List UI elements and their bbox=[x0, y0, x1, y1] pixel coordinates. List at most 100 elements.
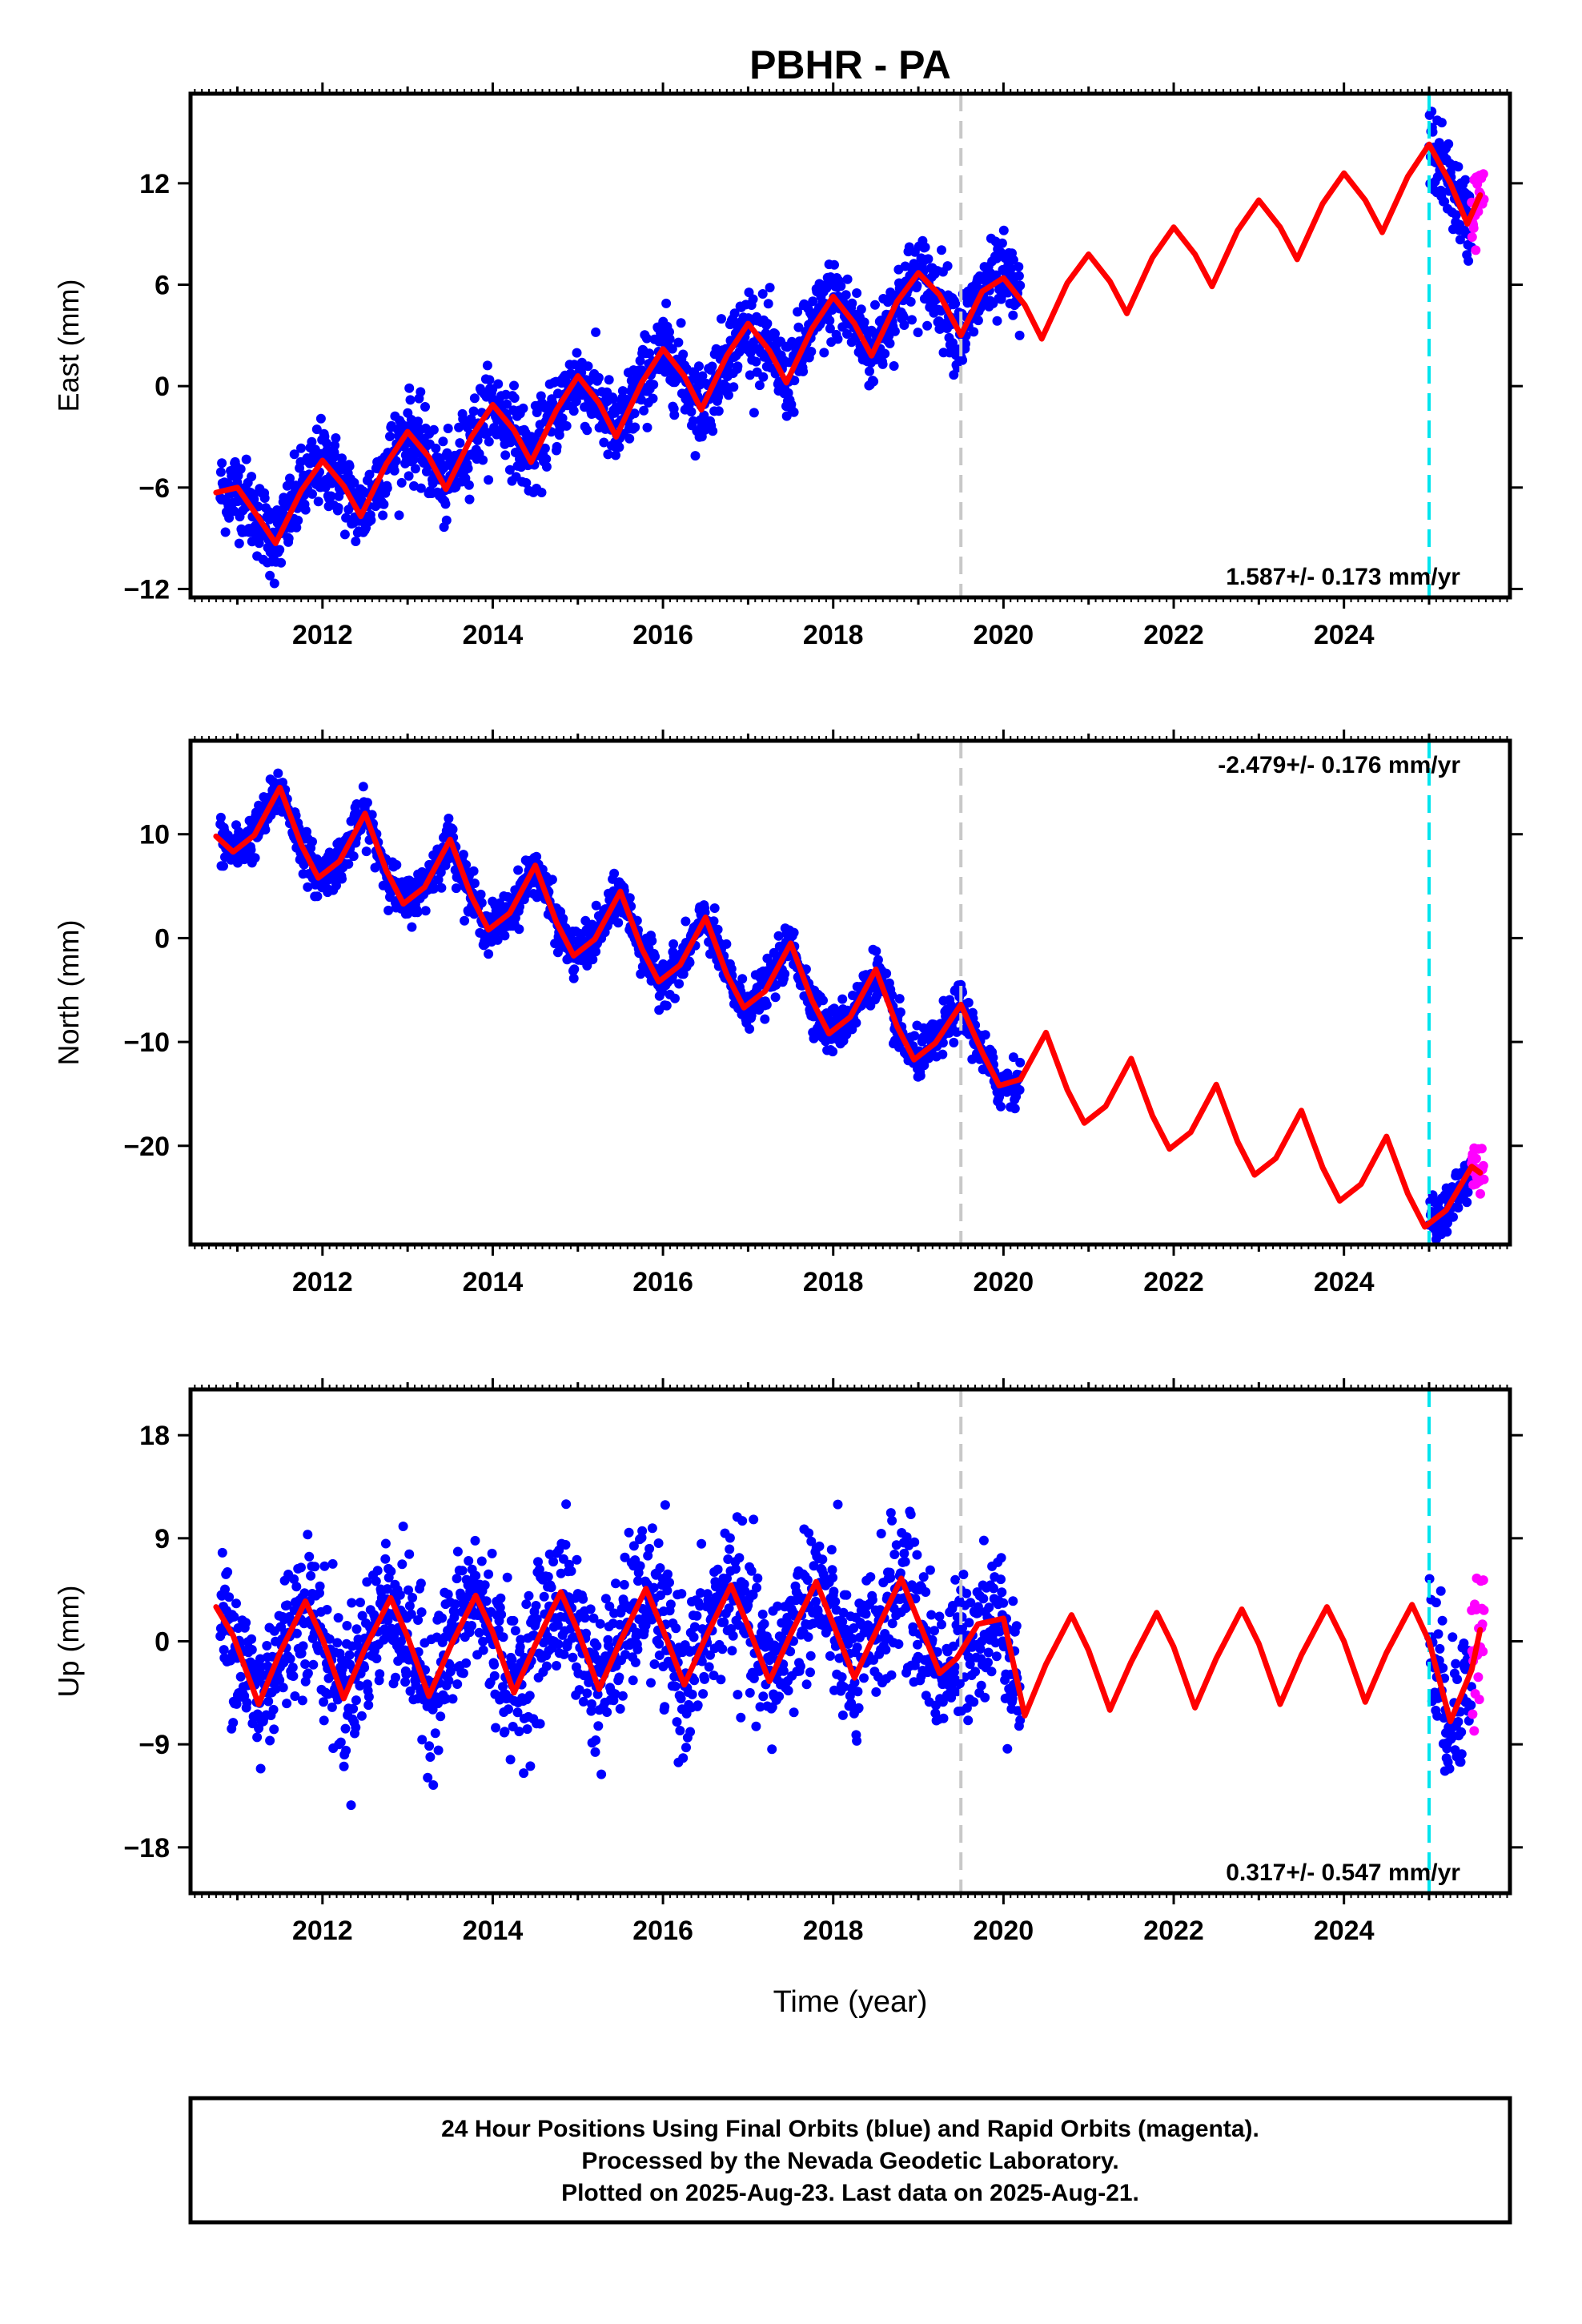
y-tick-label: 0 bbox=[155, 923, 170, 954]
data-point bbox=[231, 1699, 242, 1709]
data-point bbox=[476, 889, 486, 899]
data-point bbox=[455, 438, 465, 448]
data-point bbox=[561, 1499, 572, 1510]
data-point bbox=[229, 1611, 239, 1622]
data-point bbox=[889, 326, 900, 336]
data-point bbox=[819, 348, 829, 358]
data-point bbox=[478, 1645, 488, 1655]
data-point bbox=[275, 1675, 285, 1685]
data-point bbox=[729, 308, 740, 319]
data-point bbox=[463, 463, 473, 473]
x-tick-label: 2012 bbox=[292, 620, 353, 650]
data-point bbox=[330, 440, 340, 451]
data-point bbox=[263, 1696, 274, 1707]
data-point bbox=[780, 969, 790, 979]
data-point bbox=[291, 1582, 302, 1592]
data-point bbox=[215, 467, 226, 477]
data-point bbox=[361, 846, 371, 857]
data-point bbox=[428, 424, 439, 435]
data-point bbox=[1015, 280, 1026, 291]
data-point bbox=[595, 1618, 605, 1629]
data-point bbox=[268, 1704, 279, 1715]
data-point bbox=[327, 1702, 337, 1712]
data-point bbox=[881, 968, 892, 979]
data-point bbox=[678, 349, 689, 360]
data-point bbox=[480, 1580, 490, 1590]
data-point bbox=[591, 900, 601, 911]
data-point bbox=[894, 994, 905, 1004]
data-point bbox=[546, 1582, 556, 1593]
data-point bbox=[362, 1577, 372, 1587]
data-point bbox=[259, 493, 270, 503]
data-point bbox=[578, 1594, 588, 1604]
data-point bbox=[363, 1691, 374, 1702]
data-point bbox=[534, 1564, 544, 1574]
data-point bbox=[321, 438, 331, 448]
data-point bbox=[241, 454, 251, 464]
data-point bbox=[524, 1590, 534, 1601]
data-point bbox=[895, 1007, 905, 1017]
data-point bbox=[836, 281, 846, 292]
data-point bbox=[958, 355, 968, 365]
data-point bbox=[476, 1556, 487, 1566]
data-point bbox=[300, 1659, 311, 1669]
data-point bbox=[404, 1549, 415, 1559]
data-point bbox=[289, 449, 299, 460]
data-point bbox=[340, 1723, 351, 1734]
x-tick-label: 2024 bbox=[1314, 620, 1375, 650]
data-point bbox=[333, 503, 343, 513]
data-point bbox=[319, 1561, 330, 1571]
data-point bbox=[396, 477, 407, 488]
data-point bbox=[560, 1540, 571, 1550]
data-point bbox=[665, 327, 674, 337]
data-point bbox=[291, 1628, 302, 1638]
data-point bbox=[504, 464, 515, 475]
data-point bbox=[1014, 262, 1024, 272]
data-point bbox=[296, 1648, 307, 1659]
data-point bbox=[541, 454, 552, 464]
data-point bbox=[491, 1723, 501, 1733]
data-point bbox=[484, 1569, 494, 1579]
data-point bbox=[591, 327, 601, 337]
data-point bbox=[948, 338, 958, 348]
data-point bbox=[269, 578, 279, 589]
data-point bbox=[220, 1584, 230, 1594]
data-point bbox=[469, 879, 480, 888]
data-point bbox=[1479, 1174, 1489, 1184]
data-point bbox=[468, 866, 479, 876]
data-point bbox=[313, 497, 323, 507]
x-tick-label: 2018 bbox=[803, 620, 864, 650]
data-point bbox=[385, 432, 395, 441]
data-point bbox=[481, 1596, 492, 1606]
x-tick-label: 2016 bbox=[632, 620, 693, 650]
plot-area bbox=[213, 741, 1489, 1244]
data-point bbox=[721, 939, 732, 949]
data-point bbox=[700, 907, 710, 918]
data-point bbox=[448, 824, 458, 834]
data-point bbox=[394, 510, 404, 521]
data-point bbox=[413, 416, 424, 427]
y-tick-label: −6 bbox=[139, 473, 170, 504]
data-point bbox=[773, 931, 784, 941]
data-point bbox=[391, 1672, 400, 1683]
data-point bbox=[431, 443, 441, 453]
data-point bbox=[536, 391, 546, 401]
data-point bbox=[219, 1645, 229, 1655]
plot-area bbox=[213, 1389, 1489, 1893]
data-point bbox=[991, 270, 1002, 280]
data-point bbox=[661, 1000, 672, 1011]
data-point bbox=[770, 992, 781, 1003]
data-point bbox=[223, 1567, 233, 1577]
data-point bbox=[765, 283, 775, 293]
data-point bbox=[326, 491, 336, 501]
final-orbit-points bbox=[215, 107, 1476, 589]
data-point bbox=[471, 1570, 481, 1581]
y-tick-label: 12 bbox=[139, 169, 170, 199]
data-point bbox=[519, 1768, 529, 1779]
data-point bbox=[873, 955, 883, 965]
data-point bbox=[842, 329, 852, 339]
data-point bbox=[283, 533, 294, 544]
data-point bbox=[433, 875, 444, 885]
data-point bbox=[502, 1572, 512, 1582]
data-point bbox=[440, 499, 451, 509]
